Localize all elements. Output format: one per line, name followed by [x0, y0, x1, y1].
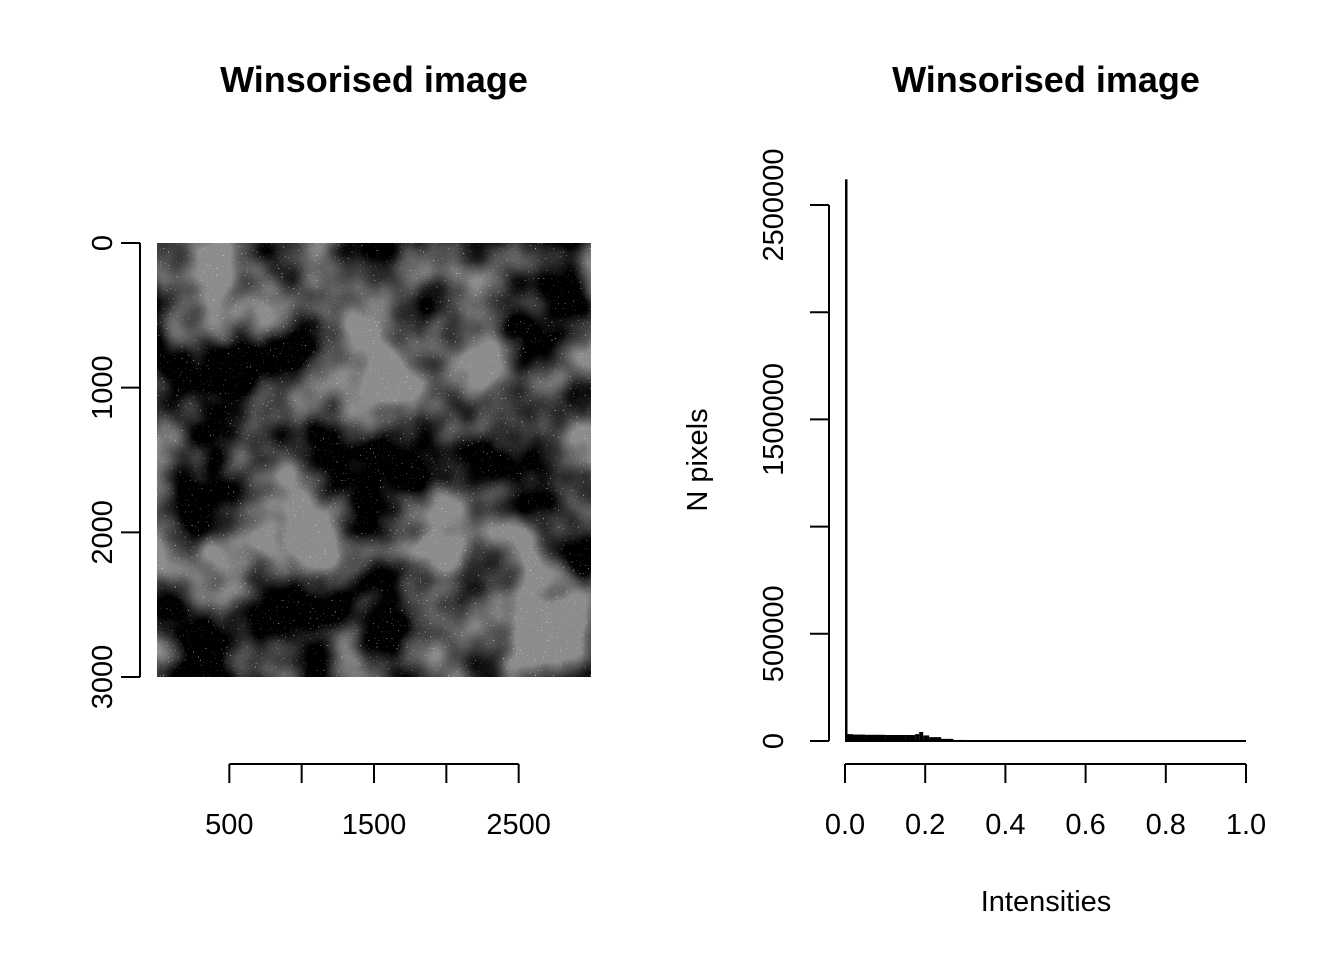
- histogram-bar: [853, 734, 866, 741]
- histogram-x-tick-label: 0.4: [985, 809, 1025, 841]
- histogram-y-tick-label: 1500000: [758, 363, 790, 476]
- histogram-bar: [845, 179, 848, 742]
- histogram-y-tick-label: 2500000: [758, 149, 790, 262]
- image-y-tick-label: 1000: [87, 355, 119, 420]
- histogram-x-label: Intensities: [981, 886, 1112, 918]
- histogram-bar: [929, 737, 942, 741]
- histogram-bars: [845, 179, 1246, 742]
- histogram-bar: [865, 734, 886, 741]
- histogram-bar: [847, 734, 854, 741]
- histogram-bar: [941, 738, 954, 741]
- histogram-bar: [915, 734, 920, 741]
- histogram-x-tick-label: 0.0: [825, 809, 865, 841]
- histogram-x-axis: 0.0 0.2 0.4 0.6 0.8 1.0: [825, 763, 1266, 841]
- histogram-title: Winsorised image: [892, 59, 1200, 100]
- histogram-x-tick-label: 0.6: [1065, 809, 1105, 841]
- histogram-y-tick-label: 500000: [758, 585, 790, 682]
- image-y-tick-label: 0: [87, 235, 119, 251]
- image-raster: [157, 243, 591, 677]
- histogram-bar: [923, 735, 930, 741]
- image-panel: Winsorised image 500 1500 2500 0 1000 2000 30…: [87, 59, 591, 841]
- histogram-x-tick-label: 0.2: [905, 809, 945, 841]
- image-specks: [157, 243, 591, 677]
- image-x-tick-label: 2500: [486, 809, 551, 841]
- image-x-tick-label: 1500: [342, 809, 407, 841]
- histogram-bar: [919, 731, 924, 741]
- histogram-bar: [885, 734, 906, 741]
- histogram-y-axis: 0 500000 1500000 2500000: [758, 149, 830, 749]
- image-x-tick-label: 500: [205, 809, 253, 841]
- image-y-axis: 0 1000 2000 3000: [87, 235, 141, 710]
- image-title: Winsorised image: [220, 59, 528, 100]
- histogram-x-tick-label: 0.8: [1146, 809, 1186, 841]
- histogram-y-label: N pixels: [682, 408, 714, 511]
- image-x-axis: 500 1500 2500: [205, 763, 551, 841]
- image-y-tick-label: 2000: [87, 500, 119, 565]
- histogram-panel: Winsorised image 0.0 0.2 0.4 0.6 0.8 1.0 0 500…: [682, 59, 1266, 918]
- histogram-y-tick-label: 0: [758, 733, 790, 749]
- histogram-bar: [905, 734, 916, 741]
- histogram-x-tick-label: 1.0: [1226, 809, 1266, 841]
- image-y-tick-label: 3000: [87, 645, 119, 710]
